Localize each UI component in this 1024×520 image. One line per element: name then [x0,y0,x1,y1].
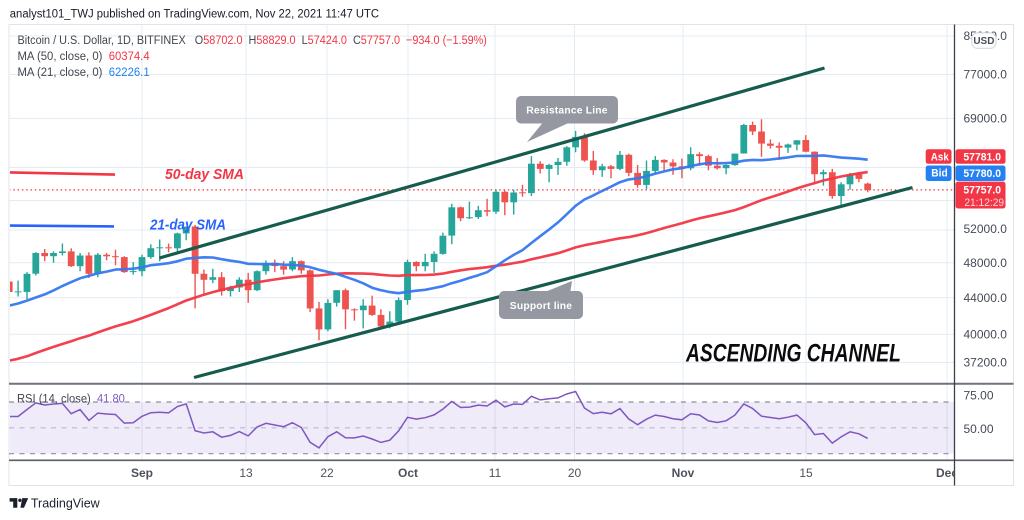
svg-text:Support line: Support line [510,301,573,312]
svg-text:Nov: Nov [672,466,695,480]
svg-text:Bid: Bid [931,168,947,180]
svg-text:40000.0: 40000.0 [964,328,1008,342]
svg-text:50-day SMA: 50-day SMA [165,167,244,183]
svg-text:50.00: 50.00 [964,422,994,436]
svg-text:11: 11 [489,466,502,480]
svg-text:MA (50, close, 0) 60374.4: MA (50, close, 0) 60374.4 [18,49,151,64]
svg-text:ASCENDING CHANNEL: ASCENDING CHANNEL [685,339,901,367]
svg-text:69000.0: 69000.0 [964,112,1008,126]
svg-text:77000.0: 77000.0 [964,68,1008,82]
svg-text:57781.0: 57781.0 [963,151,1001,163]
svg-text:21-day SMA: 21-day SMA [149,216,226,233]
svg-text:Sep: Sep [131,466,153,480]
svg-text:57780.0: 57780.0 [963,168,1001,180]
svg-text:52000.0: 52000.0 [964,222,1008,236]
svg-text:20: 20 [568,466,582,480]
svg-text:57757.0: 57757.0 [963,185,1001,197]
svg-text:USD: USD [973,36,994,47]
svg-text:Bitcoin / U.S. Dollar, 1D, BIT: Bitcoin / U.S. Dollar, 1D, BITFINEX O587… [18,33,488,47]
svg-text:15: 15 [799,466,813,480]
svg-text:21:12:29: 21:12:29 [964,197,1004,209]
svg-text:analyst101_TWJ published on Tr: analyst101_TWJ published on TradingView.… [10,7,380,21]
svg-text:48000.0: 48000.0 [964,256,1008,270]
svg-text:Ask: Ask [931,151,950,163]
svg-text:13: 13 [239,466,253,480]
svg-text:Resistance Line: Resistance Line [526,106,607,117]
svg-text:75.00: 75.00 [964,389,994,403]
svg-text:44000.0: 44000.0 [964,291,1008,305]
svg-text:22: 22 [320,466,334,480]
svg-text:Dec: Dec [936,466,958,480]
svg-text:Oct: Oct [398,466,418,480]
svg-text:TradingView: TradingView [31,497,101,511]
svg-text:37200.0: 37200.0 [964,356,1008,370]
svg-text:MA (21, close, 0) 62226.1: MA (21, close, 0) 62226.1 [18,65,150,80]
svg-text:RSI (14, close) 41.80: RSI (14, close) 41.80 [17,392,125,406]
